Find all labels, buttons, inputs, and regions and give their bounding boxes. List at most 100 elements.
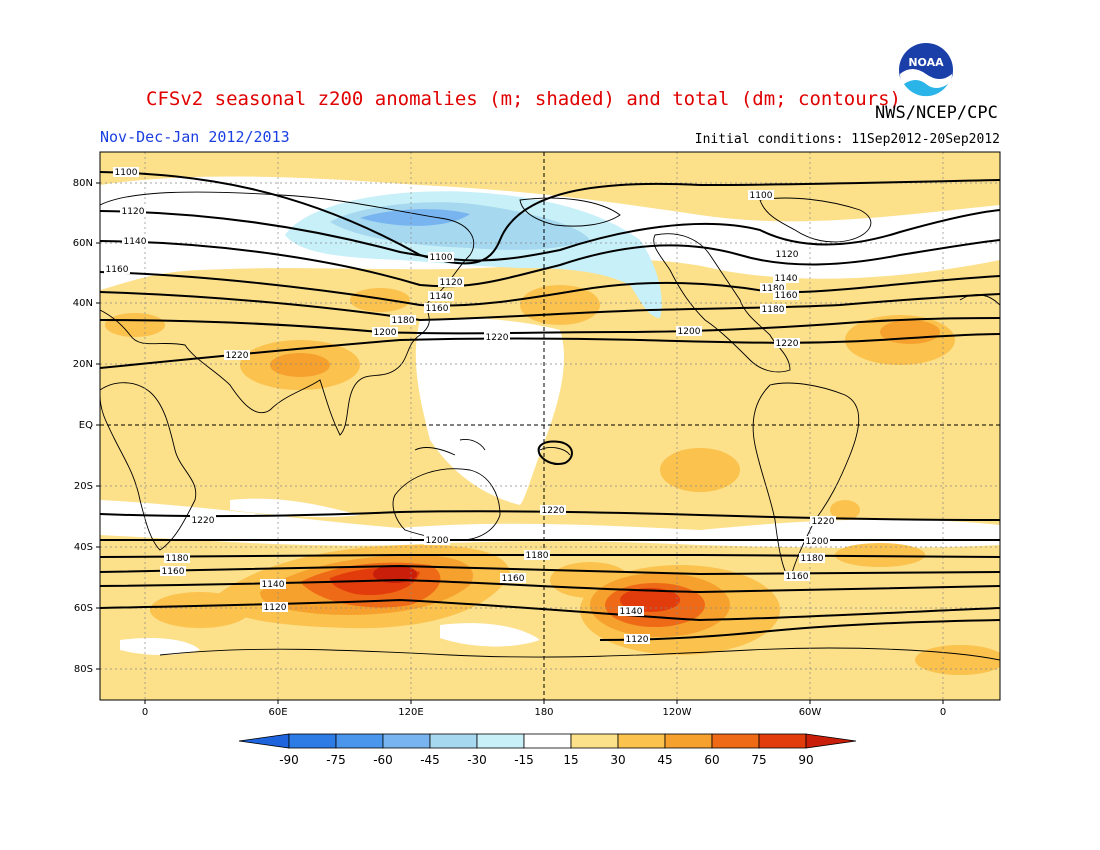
colorbar-segment <box>617 733 666 749</box>
svg-text:1120: 1120 <box>626 635 649 645</box>
lat-label: EQ <box>79 420 93 431</box>
organization-label: NWS/NCEP/CPC <box>875 103 998 123</box>
svg-text:1120: 1120 <box>776 250 799 260</box>
contour-label: 1220 <box>224 350 250 361</box>
contour-label: 1100 <box>113 167 139 178</box>
svg-text:1100: 1100 <box>115 168 138 178</box>
lon-label: 0 <box>940 707 946 718</box>
lat-label: 40S <box>74 542 93 553</box>
contour-label: 1160 <box>104 264 130 275</box>
svg-text:1180: 1180 <box>801 554 824 564</box>
contour-label: 1180 <box>799 553 825 564</box>
colorbar-tick-label: 15 <box>563 753 578 767</box>
contour-label: 1160 <box>500 573 526 584</box>
svg-text:1140: 1140 <box>262 580 285 590</box>
contour-label: 1200 <box>372 327 398 338</box>
svg-text:1160: 1160 <box>106 265 129 275</box>
lat-label: 60N <box>73 238 93 249</box>
contour-label: 1200 <box>676 326 702 337</box>
svg-text:1180: 1180 <box>762 284 785 294</box>
lat-label: 20S <box>74 481 93 492</box>
contour-label: 1120 <box>624 634 650 645</box>
colorbar-segment <box>335 733 384 749</box>
colorbar-tick-label: -45 <box>420 753 440 767</box>
period-label: Nov-Dec-Jan 2012/2013 <box>100 128 290 146</box>
colorbar-segment <box>476 733 525 749</box>
svg-text:1220: 1220 <box>542 506 565 516</box>
contour-label: 1120 <box>120 206 146 217</box>
colorbar-tick-label: -90 <box>279 753 299 767</box>
colorbar-tick-label: 75 <box>751 753 766 767</box>
contour-label: 1200 <box>424 535 450 546</box>
svg-text:1200: 1200 <box>374 328 397 338</box>
svg-text:1220: 1220 <box>776 339 799 349</box>
svg-text:1220: 1220 <box>486 333 509 343</box>
lat-label: 60S <box>74 603 93 614</box>
contour-label: 1180 <box>164 553 190 564</box>
svg-text:1120: 1120 <box>122 207 145 217</box>
colorbar-arrow-left <box>238 733 290 749</box>
svg-text:1100: 1100 <box>750 191 773 201</box>
contour-label: 1220 <box>774 338 800 349</box>
colorbar <box>238 733 857 749</box>
lat-label: 80N <box>73 178 93 189</box>
svg-text:1140: 1140 <box>775 274 798 284</box>
contour-label: 1100 <box>748 190 774 201</box>
svg-text:1200: 1200 <box>678 327 701 337</box>
contour-label: 1140 <box>122 236 148 247</box>
colorbar-segment <box>288 733 337 749</box>
svg-text:1200: 1200 <box>806 537 829 547</box>
contour-label: 1100 <box>428 252 454 263</box>
contour-label: 1220 <box>190 515 216 526</box>
svg-text:1100: 1100 <box>430 253 453 263</box>
latitude-labels: 80N 60N 40N 20N EQ 20S 40S 60S 80S <box>73 178 93 675</box>
svg-text:1220: 1220 <box>192 516 215 526</box>
lon-label: 0 <box>142 707 148 718</box>
colorbar-tick-label: 30 <box>610 753 625 767</box>
coastlines <box>100 191 1000 661</box>
lon-label: 120E <box>398 707 423 718</box>
svg-text:1120: 1120 <box>264 603 287 613</box>
lon-label: 60W <box>799 707 822 718</box>
colorbar-segment <box>664 733 713 749</box>
map-title: CFSv2 seasonal z200 anomalies (m; shaded… <box>146 88 901 110</box>
colorbar-segment <box>429 733 478 749</box>
lon-label: 60E <box>268 707 287 718</box>
lon-label: 180 <box>534 707 553 718</box>
contour-label: 1220 <box>540 505 566 516</box>
svg-text:1140: 1140 <box>430 292 453 302</box>
contour-label: 1200 <box>804 536 830 547</box>
contour-label: 1160 <box>160 566 186 577</box>
negative-anomaly-areas <box>285 191 662 318</box>
contour-label: 1160 <box>773 290 799 301</box>
colorbar-segment <box>523 733 572 749</box>
initial-conditions-label: Initial conditions: 11Sep2012-20Sep2012 <box>694 132 1000 147</box>
contour-label: 1140 <box>773 273 799 284</box>
contour-label: 1140 <box>428 291 454 302</box>
svg-text:1160: 1160 <box>502 574 525 584</box>
colorbar-tick-label: -75 <box>326 753 346 767</box>
axis-ticks <box>96 182 944 704</box>
contour-label: 1140 <box>260 579 286 590</box>
svg-text:1220: 1220 <box>226 351 249 361</box>
svg-text:1180: 1180 <box>526 551 549 561</box>
svg-text:1140: 1140 <box>124 237 147 247</box>
svg-text:1160: 1160 <box>426 304 449 314</box>
contour-label: 1220 <box>484 332 510 343</box>
lat-label: 40N <box>73 298 93 309</box>
colorbar-segment <box>711 733 760 749</box>
longitude-labels: 0 60E 120E 180 120W 60W 0 <box>142 707 946 718</box>
colorbar-arrow-right <box>805 733 857 749</box>
colorbar-segment <box>758 733 807 749</box>
contour-label: 1160 <box>424 303 450 314</box>
lat-label: 80S <box>74 664 93 675</box>
colorbar-tick-label: 90 <box>798 753 813 767</box>
colorbar-tick-label: 60 <box>704 753 719 767</box>
colorbar-tick-label: -60 <box>373 753 393 767</box>
contour-label: 1180 <box>760 283 786 294</box>
colorbar-tick-label: -15 <box>514 753 534 767</box>
lon-label: 120W <box>663 707 692 718</box>
svg-text:1140: 1140 <box>620 607 643 617</box>
contour-label: 1120 <box>438 277 464 288</box>
